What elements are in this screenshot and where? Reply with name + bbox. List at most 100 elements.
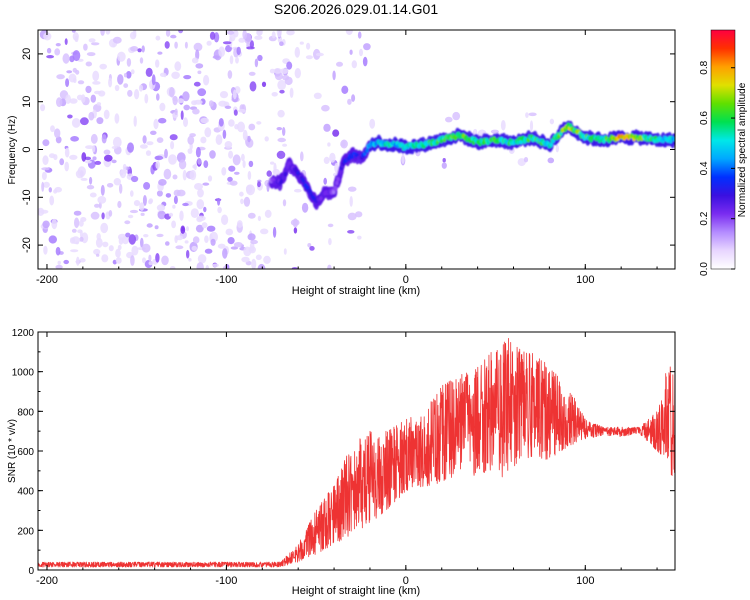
y-tick-label: -10	[21, 189, 33, 205]
spectrogram-noise-mark	[105, 30, 111, 35]
spectrogram-noise-mark	[161, 255, 169, 266]
spectrogram-noise-mark	[191, 245, 198, 251]
spectrogram-noise-mark	[266, 182, 270, 192]
spectrogram-noise-mark	[256, 121, 262, 125]
spectrogram-noise-mark	[169, 87, 175, 98]
spectrogram-noise-mark	[114, 84, 120, 92]
spectrogram-noise-mark	[156, 204, 166, 212]
spectrogram-noise-mark	[276, 30, 282, 38]
spectrogram-noise-mark	[226, 30, 235, 35]
signal-core-mark	[319, 195, 323, 201]
spectrogram-noise-mark	[103, 109, 110, 120]
spectrogram-noise-mark	[194, 183, 203, 190]
spectrogram-noise-mark	[243, 246, 252, 257]
spectrogram-noise-mark	[192, 236, 200, 244]
signal-core-mark	[365, 148, 369, 154]
spectrogram-noise-mark	[290, 219, 300, 226]
snr-y-label: SNR (10 * v/v)	[7, 419, 18, 483]
spectrogram-noise-mark	[69, 98, 78, 104]
spectrogram-noise-mark	[249, 81, 257, 92]
spectrogram-noise-mark	[64, 147, 70, 158]
signal-core-mark	[283, 171, 288, 177]
spectrogram-noise-mark	[271, 92, 278, 97]
spectrogram-noise-mark	[137, 48, 142, 53]
spectrogram-noise-mark	[228, 150, 234, 159]
spectrogram-noise-mark	[170, 266, 176, 269]
spectrogram-noise-mark	[283, 248, 287, 255]
spectrogram-noise-mark	[88, 111, 95, 121]
spectrogram-noise-mark	[84, 156, 92, 161]
spectrogram-noise-mark	[138, 84, 144, 92]
spectrogram-noise-mark	[452, 111, 461, 121]
spectrogram-noise-mark	[200, 117, 209, 124]
y-tick-label: -20	[21, 237, 33, 253]
spectrogram-noise-mark	[174, 41, 178, 49]
signal-core-mark	[338, 169, 343, 175]
spectrogram-noise-mark	[142, 135, 147, 144]
spectrogram-noise-mark	[65, 94, 71, 104]
spectrogram-noise-mark	[117, 244, 122, 251]
spectrogram-noise-mark	[90, 94, 97, 103]
spectrogram-noise-mark	[200, 136, 207, 144]
spectrogram-noise-mark	[117, 200, 122, 209]
spectrogram-noise-mark	[233, 30, 239, 38]
spectrogram-noise-mark	[154, 225, 159, 230]
spectrogram-noise-mark	[241, 153, 245, 162]
spectrogram-noise-mark	[159, 72, 167, 78]
signal-core-mark	[335, 180, 339, 186]
spectrogram-noise-mark	[257, 215, 261, 222]
spectrogram-noise-mark	[80, 217, 87, 222]
spectrogram-noise-mark	[307, 243, 312, 248]
spectrogram-noise-mark	[127, 89, 133, 97]
spectrogram-noise-mark	[221, 214, 229, 226]
spectrogram-noise-mark	[92, 70, 100, 82]
spectrogram-noise-mark	[115, 257, 122, 264]
signal-core-mark	[549, 142, 553, 148]
spectrogram-noise-mark	[154, 155, 164, 161]
spectrogram-noise-mark	[157, 51, 163, 55]
spectrogram-noise-mark	[117, 74, 124, 85]
spectrogram-noise-mark	[174, 108, 178, 116]
spectrogram-noise-mark	[362, 56, 368, 67]
spectrogram-noise-mark	[126, 58, 132, 67]
spectrogram-noise-mark	[197, 88, 207, 97]
spectrogram-noise-mark	[142, 195, 147, 206]
spectrogram-noise-mark	[247, 212, 256, 219]
spectrogram-noise-mark	[130, 46, 139, 52]
spectrogram-noise-mark	[70, 249, 79, 253]
colorbar-label: Normalized spectral amplitude	[737, 82, 748, 217]
spectrogram-noise-mark	[264, 209, 272, 218]
spectrogram-noise-mark	[123, 73, 128, 78]
spectrogram-noise-mark	[517, 158, 526, 167]
spectrogram-noise-mark	[240, 198, 244, 205]
spectrogram-noise-mark	[313, 92, 322, 100]
spectrogram-noise-mark	[128, 234, 136, 245]
spectrogram-noise-mark	[289, 87, 294, 99]
spectrogram-noise-mark	[101, 212, 105, 220]
spectrogram-noise-mark	[96, 102, 102, 106]
spectrogram-noise-mark	[212, 263, 219, 268]
spectrogram-noise-mark	[182, 202, 189, 207]
spectrogram-noise-mark	[70, 136, 79, 142]
spectrogram-noise-mark	[143, 182, 151, 190]
spectrogram-noise-mark	[233, 242, 243, 248]
spectrogram-noise-mark	[197, 70, 202, 75]
spectrogram-noise-mark	[323, 123, 331, 132]
signal-core-mark	[301, 178, 306, 184]
spectrogram-noise-mark	[222, 129, 227, 139]
spectrogram-noise-mark	[347, 212, 357, 221]
spectrogram-noise-mark	[108, 210, 113, 217]
spectrogram-noise-mark	[184, 41, 188, 49]
spectrogram-noise-mark	[473, 128, 478, 136]
spectrogram-noise-mark	[96, 253, 100, 257]
spectrogram-noise-mark	[261, 81, 267, 88]
spectrogram-noise-mark	[142, 257, 146, 264]
x-tick-label: -200	[36, 274, 58, 286]
spectrogram-noise-mark	[209, 31, 216, 40]
y-tick-label: 10	[21, 96, 33, 108]
spectrogram-noise-mark	[59, 158, 65, 166]
spectrogram-noise-mark	[155, 59, 160, 68]
spectrogram-noise-mark	[286, 30, 295, 36]
spectrogram-noise-mark	[273, 68, 282, 74]
spectrogram-noise-mark	[153, 118, 159, 130]
